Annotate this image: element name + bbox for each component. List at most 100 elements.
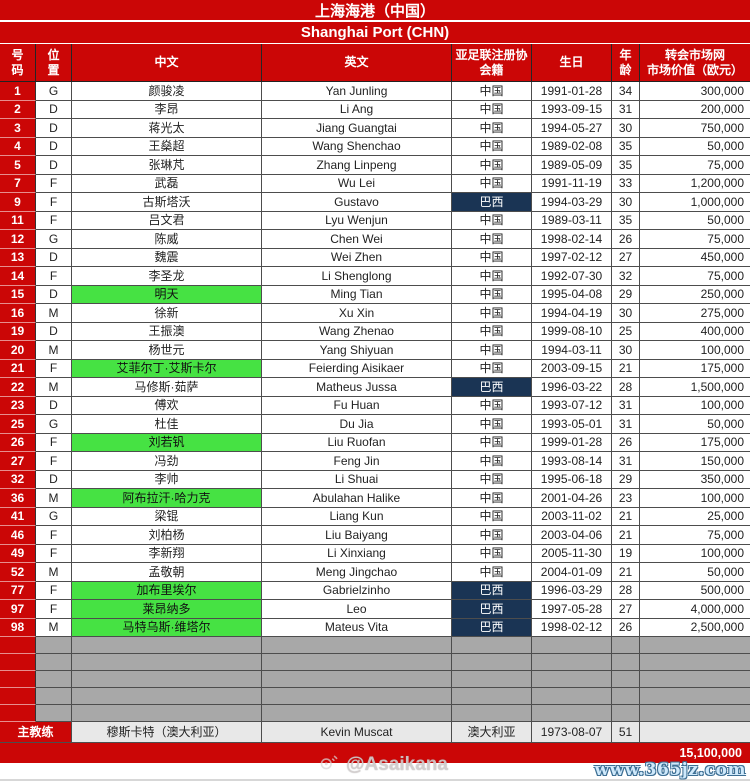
empty-cell <box>452 671 532 688</box>
player-association: 中国 <box>452 507 532 526</box>
player-position: F <box>36 581 72 600</box>
player-age: 21 <box>612 526 640 545</box>
player-market-value: 250,000 <box>640 285 750 304</box>
player-name-cn: 傅欢 <box>72 396 262 415</box>
player-birthdate: 1994-04-19 <box>532 304 612 323</box>
empty-cell <box>640 688 750 705</box>
player-name-cn: 李新翔 <box>72 544 262 563</box>
table-row: 22 M 马修斯·茹萨 Matheus Jussa 巴西 1996-03-22 … <box>0 378 750 397</box>
empty-cell <box>532 637 612 654</box>
empty-cell <box>36 688 72 705</box>
player-association: 中国 <box>452 137 532 156</box>
player-age: 26 <box>612 230 640 249</box>
empty-cell <box>640 705 750 722</box>
col-header-birthdate: 生日 <box>532 44 612 81</box>
coach-name-cn: 穆斯卡特（澳大利亚） <box>72 722 262 743</box>
player-birthdate: 1995-06-18 <box>532 470 612 489</box>
player-birthdate: 1997-02-12 <box>532 248 612 267</box>
col-header-position: 位 置 <box>36 44 72 81</box>
player-association: 中国 <box>452 119 532 138</box>
player-birthdate: 1991-01-28 <box>532 82 612 101</box>
empty-cell <box>262 688 452 705</box>
empty-cell <box>612 671 640 688</box>
player-name-en: Lyu Wenjun <box>262 211 452 230</box>
player-position: F <box>36 267 72 286</box>
player-association: 中国 <box>452 396 532 415</box>
player-number: 20 <box>0 341 36 360</box>
table-row: 46 F 刘柏杨 Liu Baiyang 中国 2003-04-06 21 75… <box>0 526 750 545</box>
table-row: 20 M 杨世元 Yang Shiyuan 中国 1994-03-11 30 1… <box>0 341 750 360</box>
col-header-association: 亚足联注册协 会籍 <box>452 44 532 81</box>
table-row: 13 D 魏震 Wei Zhen 中国 1997-02-12 27 450,00… <box>0 248 750 267</box>
player-association: 巴西 <box>452 600 532 619</box>
player-market-value: 50,000 <box>640 211 750 230</box>
player-position: F <box>36 193 72 212</box>
player-name-cn: 李圣龙 <box>72 267 262 286</box>
player-position: F <box>36 359 72 378</box>
table-row: 12 G 陈威 Chen Wei 中国 1998-02-14 26 75,000 <box>0 230 750 249</box>
player-position: D <box>36 100 72 119</box>
empty-cell <box>262 671 452 688</box>
player-birthdate: 1995-04-08 <box>532 285 612 304</box>
player-position: F <box>36 544 72 563</box>
player-name-en: Gabrielzinho <box>262 581 452 600</box>
player-birthdate: 1994-05-27 <box>532 119 612 138</box>
table-row: 11 F 吕文君 Lyu Wenjun 中国 1989-03-11 35 50,… <box>0 211 750 230</box>
empty-cell <box>262 654 452 671</box>
empty-cell <box>532 688 612 705</box>
table-row: 21 F 艾菲尔丁·艾斯卡尔 Feierding Aisikaer 中国 200… <box>0 359 750 378</box>
empty-cell <box>532 654 612 671</box>
empty-cell <box>640 637 750 654</box>
player-market-value: 500,000 <box>640 581 750 600</box>
empty-cell <box>72 705 262 722</box>
player-number: 11 <box>0 211 36 230</box>
player-age: 26 <box>612 618 640 637</box>
empty-cell <box>72 637 262 654</box>
player-market-value: 25,000 <box>640 507 750 526</box>
coach-market-value <box>640 722 750 743</box>
table-row: 3 D 蒋光太 Jiang Guangtai 中国 1994-05-27 30 … <box>0 119 750 138</box>
player-name-cn: 马修斯·茹萨 <box>72 378 262 397</box>
player-birthdate: 2003-04-06 <box>532 526 612 545</box>
player-position: D <box>36 156 72 175</box>
column-header: 号 码 位 置 中文 英文 亚足联注册协 会籍 生日 年 龄 转会市场网 市场价… <box>0 44 750 82</box>
team-title-cn: 上海海港（中国） <box>0 0 750 22</box>
player-name-en: Jiang Guangtai <box>262 119 452 138</box>
player-number: 1 <box>0 82 36 101</box>
player-name-en: Xu Xin <box>262 304 452 323</box>
player-position: F <box>36 452 72 471</box>
player-name-en: Meng Jingchao <box>262 563 452 582</box>
player-association: 中国 <box>452 452 532 471</box>
table-row: 1 G 颜骏凌 Yan Junling 中国 1991-01-28 34 300… <box>0 82 750 101</box>
player-name-en: Yang Shiyuan <box>262 341 452 360</box>
player-age: 30 <box>612 193 640 212</box>
player-name-en: Wu Lei <box>262 174 452 193</box>
player-age: 26 <box>612 433 640 452</box>
table-row: 49 F 李新翔 Li Xinxiang 中国 2005-11-30 19 10… <box>0 544 750 563</box>
player-name-cn: 阿布拉汗·哈力克 <box>72 489 262 508</box>
table-row: 41 G 梁锟 Liang Kun 中国 2003-11-02 21 25,00… <box>0 507 750 526</box>
player-name-en: Liu Ruofan <box>262 433 452 452</box>
player-position: D <box>36 396 72 415</box>
empty-cell <box>36 671 72 688</box>
player-name-cn: 莱昂纳多 <box>72 600 262 619</box>
player-name-cn: 颜骏凌 <box>72 82 262 101</box>
empty-cell <box>72 688 262 705</box>
player-age: 29 <box>612 285 640 304</box>
player-position: D <box>36 470 72 489</box>
player-association: 中国 <box>452 470 532 489</box>
player-birthdate: 1989-05-09 <box>532 156 612 175</box>
empty-table-row <box>0 705 750 722</box>
empty-table-row <box>0 688 750 705</box>
player-name-cn: 梁锟 <box>72 507 262 526</box>
player-number: 15 <box>0 285 36 304</box>
empty-number-cell <box>0 671 36 688</box>
empty-table-row <box>0 654 750 671</box>
player-number: 9 <box>0 193 36 212</box>
player-name-en: Wang Shenchao <box>262 137 452 156</box>
empty-table-row <box>0 637 750 654</box>
empty-cell <box>36 654 72 671</box>
player-number: 13 <box>0 248 36 267</box>
player-position: F <box>36 600 72 619</box>
player-association: 中国 <box>452 433 532 452</box>
